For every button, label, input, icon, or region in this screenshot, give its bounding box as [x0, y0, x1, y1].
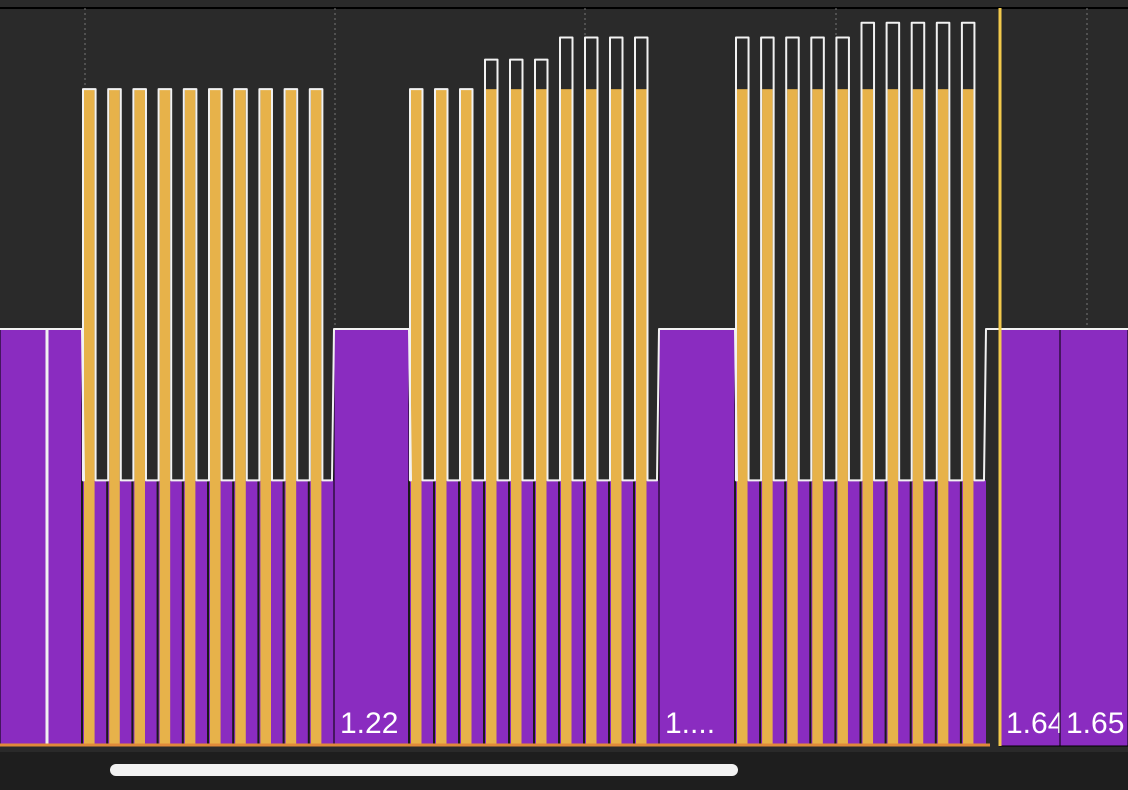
bar-divider: [834, 480, 837, 746]
bar-divider: [207, 480, 209, 746]
bar-divider: [81, 480, 83, 746]
bar: [461, 89, 472, 747]
bar: [159, 89, 171, 747]
bar: [436, 89, 447, 747]
horizontal-scrollbar[interactable]: [0, 752, 1128, 790]
segment-block-4: [658, 328, 736, 747]
bar-divider: [734, 480, 736, 746]
bar: [887, 89, 899, 747]
bar-divider: [181, 480, 184, 746]
bar: [536, 89, 547, 747]
segment-block-0: [0, 328, 83, 747]
bar-divider: [959, 480, 962, 746]
bar: [210, 89, 221, 747]
bar: [184, 89, 196, 747]
bar: [235, 89, 246, 747]
bar: [511, 89, 522, 747]
bar: [84, 89, 95, 747]
bar: [285, 89, 297, 747]
bar-divider: [784, 480, 787, 746]
bar: [912, 89, 924, 747]
bar-divider: [809, 480, 812, 746]
bar: [962, 89, 974, 747]
segment-block-6: [999, 328, 1061, 747]
bar: [561, 89, 572, 747]
bar-divider: [131, 480, 134, 746]
bar: [787, 89, 798, 747]
segment-label-2: 1.22: [340, 707, 398, 740]
bar: [862, 89, 874, 747]
segment-block-7: [1059, 328, 1128, 747]
bar-divider: [483, 480, 485, 746]
bar-divider: [433, 480, 435, 746]
bar: [586, 89, 597, 747]
bar: [937, 89, 949, 747]
bar: [260, 89, 271, 747]
bar-divider: [156, 480, 159, 746]
bar-divider: [884, 480, 887, 746]
bar-divider: [633, 480, 635, 746]
bar-divider: [458, 480, 460, 746]
bar-divider: [106, 480, 109, 746]
bar: [310, 89, 322, 747]
bar-divider: [558, 480, 560, 746]
bar-divider: [533, 480, 535, 746]
bar-divider: [909, 480, 912, 746]
bar: [762, 89, 773, 747]
timeline-chart: 1.22 1.... 1.64 1.65: [0, 0, 1128, 752]
bar-divider: [508, 480, 510, 746]
bar-divider: [583, 480, 585, 746]
bar: [737, 89, 748, 747]
bar: [486, 89, 497, 747]
segment-label-4: 1....: [665, 707, 715, 740]
bar-divider: [257, 480, 260, 746]
bar: [134, 89, 145, 747]
bar: [812, 89, 823, 747]
bar-divider: [232, 480, 235, 746]
bar: [837, 89, 848, 747]
bar-divider: [759, 480, 762, 746]
bar-divider: [608, 480, 610, 746]
bar: [109, 89, 120, 747]
bar-divider: [859, 480, 862, 746]
bar-divider: [408, 480, 410, 746]
bar: [411, 89, 422, 747]
bar-divider: [934, 480, 937, 746]
segment-block-2: [333, 328, 410, 747]
scroll-thumb[interactable]: [110, 764, 738, 776]
segment-label-7: 1.65: [1066, 707, 1124, 740]
bar-divider: [282, 480, 285, 746]
segment-label-6: 1.64: [1006, 707, 1064, 740]
bar-divider: [307, 480, 310, 746]
signal-trace: [0, 21, 1128, 482]
bar: [636, 89, 647, 747]
bar: [611, 89, 622, 747]
